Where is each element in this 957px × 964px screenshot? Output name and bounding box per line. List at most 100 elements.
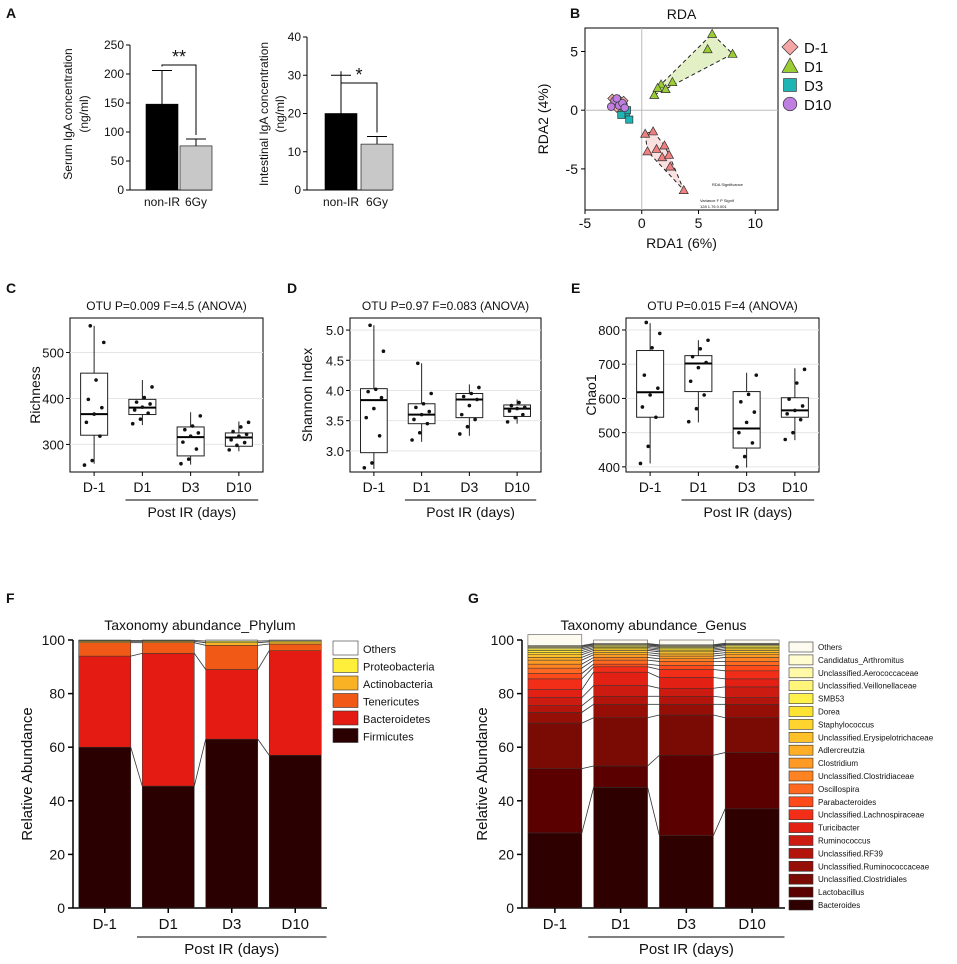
segment-others [724,639,780,644]
data-point [522,405,527,410]
y-tick-label: 500 [42,345,64,360]
legend-label-clostridium: Clostridium [818,759,858,768]
connector-line [713,669,726,672]
segment-others [268,639,322,642]
legend-swatch-oscillospira [788,783,814,795]
segment-parabacteroides [724,665,780,672]
serum-iga-y-unit: (ng/ml) [77,95,91,132]
legend-label-unclassified-veillonellaceae: Unclassified.Veillonellaceae [818,682,917,691]
data-point [381,349,386,354]
connector-line [647,659,660,662]
rda-title: RDA [667,6,697,22]
legend-label-d3: D3 [804,78,823,95]
legend-swatch-others [332,640,359,656]
legend-label-unclassified-aerococcaceae: Unclassified.Aerococcaceae [818,669,919,678]
segment-firmicutes [78,746,132,909]
legend-label-d1: D1 [804,59,823,76]
x-tick-label-d1: D1 [689,479,707,495]
legend-label-unclassified-clostridiaceae: Unclassified.Clostridiaceae [818,772,915,781]
data-point [686,419,691,424]
legend-swatch-proteobacteria [332,658,359,673]
data-point [657,331,662,336]
data-point [419,412,424,417]
post-ir-label: Post IR (days) [184,941,279,958]
y-axis-label: Chao1 [583,374,599,415]
x-tick-label: -5 [579,215,592,231]
data-point [702,393,706,397]
box-d-1 [360,388,388,454]
post-ir-label: Post IR (days) [147,504,236,520]
segment-unclassified-clostridiales [593,717,648,767]
point-d1 [667,76,678,86]
legend-label-dorea: Dorea [818,708,840,717]
connector-line [193,653,207,670]
connector-line [712,808,726,836]
data-point [638,461,643,466]
connector-line [581,657,594,665]
post-ir-label: Post IR (days) [639,941,734,958]
legend-label-firmicutes: Firmicutes [363,732,414,744]
data-point [694,406,699,411]
data-point [92,412,96,416]
connector-line [581,643,594,647]
segment-turicibacter [724,678,780,688]
point-d1 [649,89,660,99]
y-tick-label: 60 [498,739,514,755]
legend-swatch-dorea [788,706,814,717]
segment-lactobacillus [724,752,780,810]
intestinal-iga-y-unit: (ng/ml) [273,95,287,132]
data-point [146,411,150,415]
legend-label-bacteroides: Bacteroides [818,901,860,910]
connector-line [647,663,660,666]
data-point [417,430,422,435]
connector-line [713,650,726,653]
data-point [142,395,147,400]
segment-adlercreutzia [527,657,583,661]
point-d1-tri [678,184,689,194]
connector-line [581,648,594,653]
data-point [648,393,652,397]
y-tick-label: -5 [566,161,579,177]
legend-label-ruminococcus: Ruminococcus [818,837,870,846]
legend-label-smb53: SMB53 [818,695,845,704]
data-point [425,421,430,426]
data-point [150,385,154,389]
segment-others [593,639,648,644]
data-point [377,433,382,438]
connector-line [581,671,594,690]
data-point [742,454,747,459]
data-point [473,417,477,422]
y-tick-label: 20 [498,846,514,862]
segment-unclassified-lachnospiraceae [527,678,583,690]
segment-bacteroides [724,808,780,909]
data-point [754,373,759,377]
legend-swatch-staphylococcus [788,719,814,730]
data-point [414,405,418,410]
box-d3 [732,391,761,449]
data-point [379,395,384,400]
y-tick-label: 80 [49,686,65,702]
x-tick-label-d-1: D-1 [83,479,106,495]
y-tick-label: 4.5 [326,353,344,368]
y-tick-label: 3.0 [326,444,344,459]
connector-line [581,652,594,658]
data-point [132,408,137,412]
data-point [793,408,797,413]
data-point [183,427,187,432]
segment-adlercreutzia [659,653,714,657]
box-title: OTU P=0.015 F=4 (ANOVA) [647,299,798,313]
point-d10 [620,103,629,113]
rda-inset-values: 128 1.76 0.001 [700,204,727,209]
x-tick-label-d-1: D-1 [363,479,386,495]
data-point [181,440,185,444]
significance-stars: * [355,65,362,85]
x-tick-label-d10: D10 [504,479,530,495]
y-tick-label: 800 [598,323,620,338]
segment-unclassified-erysipelotrichaceae [659,651,714,655]
data-point [459,412,464,417]
richness-box-plot: OTU P=0.009 F=4.5 (ANOVA) 300 400 500 Richne… [27,299,264,520]
segment-unclassified-rf39 [527,705,583,713]
segment-others [205,639,259,642]
shannon-box-plot: OTU P=0.97 F=0.083 (ANOVA) 3.0 3.5 4.0 4.5 5.… [299,299,542,520]
segment-unclassified-erysipelotrichaceae [593,650,648,653]
